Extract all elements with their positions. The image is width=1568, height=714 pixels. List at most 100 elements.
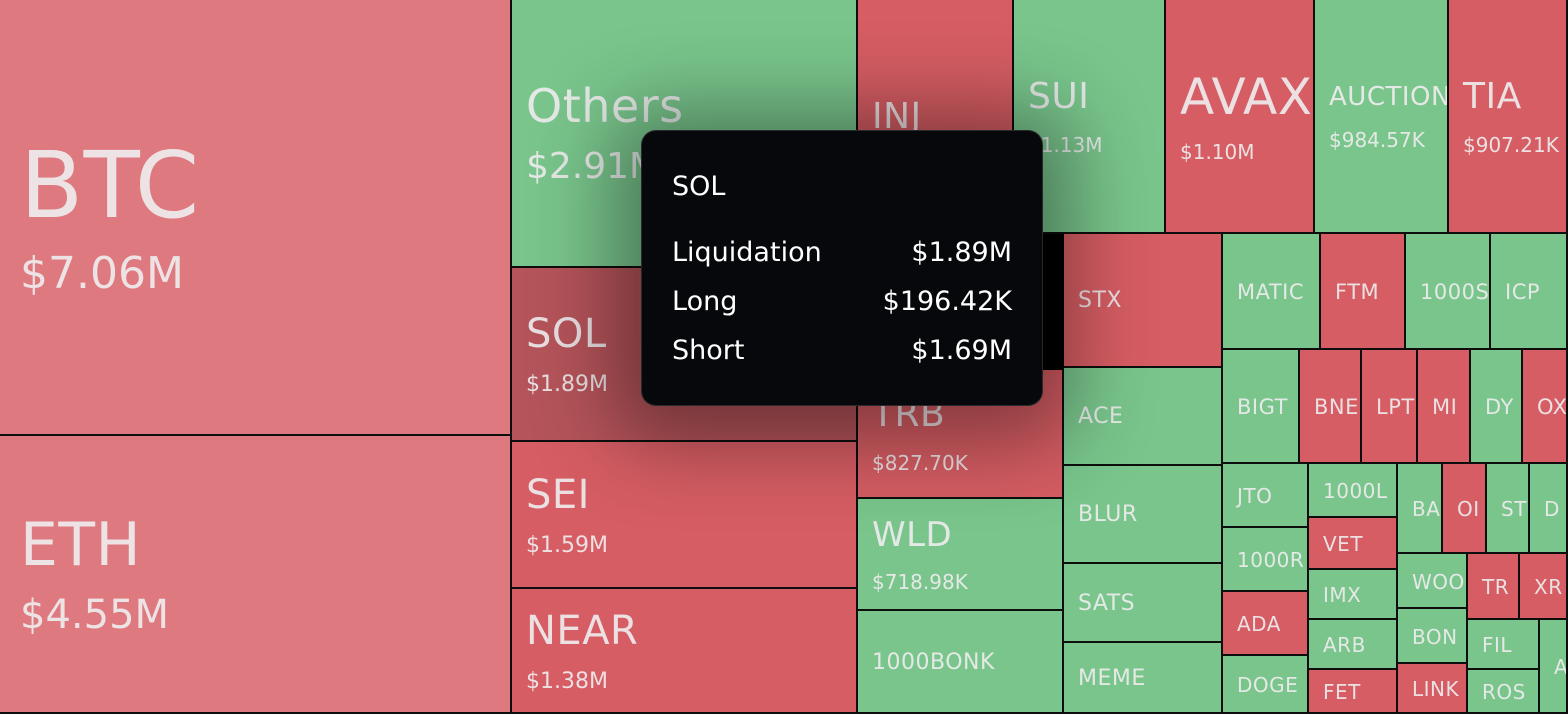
tile-symbol: ST [1501, 497, 1527, 521]
tile-symbol: DOGE [1237, 673, 1299, 697]
treemap-tile-ba[interactable]: BA [1398, 464, 1443, 554]
tile-symbol: ETH [20, 510, 142, 580]
treemap-tile-doge[interactable]: DOGE [1223, 656, 1309, 714]
treemap-tile-tia[interactable]: TIA $907.21K [1449, 0, 1568, 234]
treemap-tile-1000s[interactable]: 1000S [1406, 234, 1491, 350]
tile-symbol: BLUR [1078, 502, 1138, 527]
tile-symbol: MATIC [1237, 280, 1305, 304]
treemap-tile-1000r[interactable]: 1000R [1223, 528, 1309, 592]
tile-value: $1.13M [1028, 133, 1103, 157]
tooltip-label: Long [672, 286, 738, 317]
treemap-tile-arb[interactable]: ARB [1309, 620, 1398, 670]
tile-value: $827.70K [872, 451, 968, 475]
treemap-tile-1000bonk[interactable]: 1000BONK [858, 611, 1064, 714]
tile-symbol: AVAX [1180, 68, 1313, 126]
tooltip-row-short: Short $1.69M [672, 335, 1012, 369]
tooltip-value: $196.42K [882, 286, 1012, 317]
tile-symbol: ROS [1482, 680, 1526, 704]
tooltip-row-long: Long $196.42K [672, 286, 1012, 320]
treemap-tile-bigt[interactable]: BIGT [1223, 350, 1300, 464]
treemap-tile-link[interactable]: LINK [1398, 664, 1468, 714]
tile-symbol: WOO [1412, 570, 1465, 594]
treemap-tile-btc[interactable]: BTC $7.06M [0, 0, 512, 436]
treemap-tile-ox[interactable]: OX [1523, 350, 1568, 464]
treemap-tile-woo[interactable]: WOO [1398, 554, 1468, 609]
tile-value: $1.89M [526, 372, 608, 397]
tile-symbol: SUI [1028, 76, 1090, 117]
treemap-tile-blur[interactable]: BLUR [1064, 466, 1223, 564]
hover-tooltip: SOL Liquidation $1.89M Long $196.42K Sho… [642, 131, 1042, 405]
tile-symbol: BTC [20, 132, 200, 239]
tile-symbol: DY [1485, 395, 1514, 419]
treemap-tile-oi[interactable]: OI [1443, 464, 1487, 554]
treemap-tile-bon[interactable]: BON [1398, 609, 1468, 664]
treemap-tile-tr[interactable]: TR [1468, 554, 1520, 620]
treemap-tile-mi[interactable]: MI [1418, 350, 1471, 464]
tile-symbol: SOL [526, 311, 607, 357]
tile-symbol: 1000BONK [872, 650, 995, 675]
tile-symbol: JTO [1237, 484, 1273, 508]
tile-symbol: FIL [1482, 633, 1513, 657]
treemap-tile-fil[interactable]: FIL [1468, 620, 1540, 670]
treemap-tile-auction[interactable]: AUCTION $984.57K [1315, 0, 1449, 234]
tooltip-value: $1.89M [911, 237, 1012, 268]
tile-value: $7.06M [20, 248, 184, 299]
tile-symbol: OX [1537, 395, 1568, 419]
treemap-tile-d[interactable]: D [1530, 464, 1568, 554]
treemap-tile-meme[interactable]: MEME [1064, 643, 1223, 714]
tile-value: $1.38M [526, 669, 608, 694]
treemap-tile-sats[interactable]: SATS [1064, 564, 1223, 643]
tile-symbol: VET [1323, 532, 1364, 556]
treemap-tile-1000l[interactable]: 1000L [1309, 464, 1398, 518]
treemap-tile-icp[interactable]: ICP [1491, 234, 1568, 350]
treemap-tile-ros[interactable]: ROS [1468, 670, 1540, 714]
treemap-tile-wld[interactable]: WLD $718.98K [858, 499, 1064, 611]
tile-symbol: 1000L [1323, 479, 1388, 503]
tile-symbol: SATS [1078, 591, 1136, 616]
tile-symbol: FET [1323, 680, 1361, 704]
tooltip-title: SOL [672, 171, 726, 202]
tile-symbol: ARB [1323, 633, 1366, 657]
tile-symbol: BNE [1314, 395, 1359, 419]
tile-symbol: WLD [872, 515, 953, 555]
tile-symbol: LINK [1412, 677, 1460, 701]
tile-symbol: BIGT [1237, 395, 1288, 419]
treemap-tile-dy[interactable]: DY [1471, 350, 1523, 464]
treemap-tile-lpt[interactable]: LPT [1362, 350, 1418, 464]
treemap-tile-stx[interactable]: STX [1064, 234, 1223, 368]
treemap-tile-eth[interactable]: ETH $4.55M [0, 436, 512, 714]
tile-symbol: STX [1078, 288, 1122, 313]
treemap-tile-jto[interactable]: JTO [1223, 464, 1309, 528]
tile-symbol: 1000R [1237, 548, 1305, 572]
tile-symbol: FTM [1335, 280, 1380, 304]
treemap-tile-a[interactable]: A [1540, 620, 1568, 714]
tile-symbol: MI [1432, 395, 1458, 419]
treemap-tile-xr[interactable]: XR [1520, 554, 1568, 620]
tile-value: $1.59M [526, 533, 608, 558]
treemap-tile-sei[interactable]: SEI $1.59M [512, 442, 858, 589]
tile-value: $1.10M [1180, 140, 1255, 164]
tile-value: $907.21K [1463, 133, 1559, 157]
tile-value: $4.55M [20, 592, 170, 638]
treemap-tile-bne[interactable]: BNE [1300, 350, 1362, 464]
tile-symbol: IMX [1323, 583, 1362, 607]
treemap-tile-imx[interactable]: IMX [1309, 570, 1398, 620]
tile-symbol: BA [1412, 497, 1441, 521]
tile-symbol: 1000S [1420, 280, 1490, 304]
tile-symbol: Others [526, 79, 684, 133]
treemap-tile-fet[interactable]: FET [1309, 670, 1398, 714]
treemap-tile-vet[interactable]: VET [1309, 518, 1398, 570]
treemap-tile-ftm[interactable]: FTM [1321, 234, 1406, 350]
tile-value: $718.98K [872, 570, 968, 594]
treemap-tile-st[interactable]: ST [1487, 464, 1530, 554]
treemap-tile-avax[interactable]: AVAX $1.10M [1166, 0, 1315, 234]
tile-symbol: ADA [1237, 612, 1281, 636]
treemap-tile-matic[interactable]: MATIC [1223, 234, 1321, 350]
treemap-tile-ace[interactable]: ACE [1064, 368, 1223, 466]
tile-symbol: AUCTION [1329, 82, 1449, 112]
tile-symbol: ACE [1078, 404, 1124, 429]
tile-symbol: XR [1534, 575, 1563, 599]
treemap-tile-near[interactable]: NEAR $1.38M [512, 589, 858, 714]
treemap-tile-ada[interactable]: ADA [1223, 592, 1309, 656]
